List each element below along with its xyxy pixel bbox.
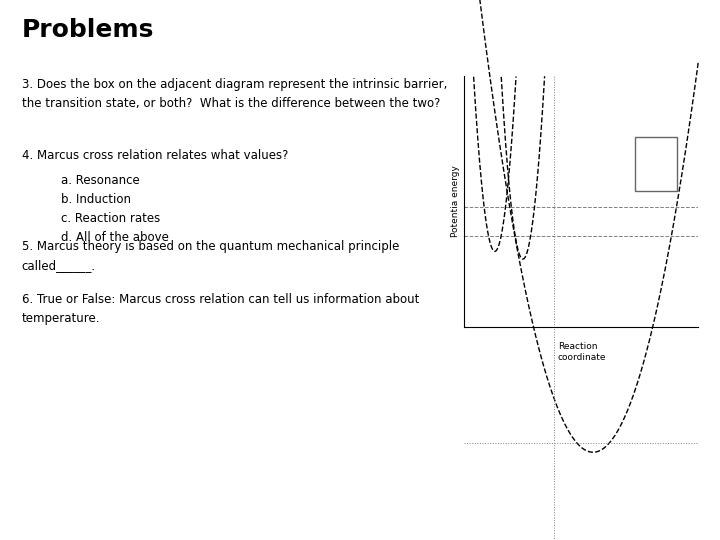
Text: 6. True or False: Marcus cross relation can tell us information about
temperatur: 6. True or False: Marcus cross relation …	[22, 293, 419, 325]
Y-axis label: Potentia energy: Potentia energy	[451, 165, 460, 237]
Text: a. Resonance
b. Induction
c. Reaction rates
d. All of the above: a. Resonance b. Induction c. Reaction ra…	[61, 174, 169, 244]
Text: 3. Does the box on the adjacent diagram represent the intrinsic barrier,
the tra: 3. Does the box on the adjacent diagram …	[22, 78, 447, 110]
Text: Reaction
coordinate: Reaction coordinate	[558, 342, 606, 362]
Text: 4. Marcus cross relation relates what values?: 4. Marcus cross relation relates what va…	[22, 149, 288, 162]
Text: Problems: Problems	[22, 18, 154, 42]
Bar	[635, 137, 678, 192]
Text: 5. Marcus theory is based on the quantum mechanical principle
called______.: 5. Marcus theory is based on the quantum…	[22, 240, 399, 272]
